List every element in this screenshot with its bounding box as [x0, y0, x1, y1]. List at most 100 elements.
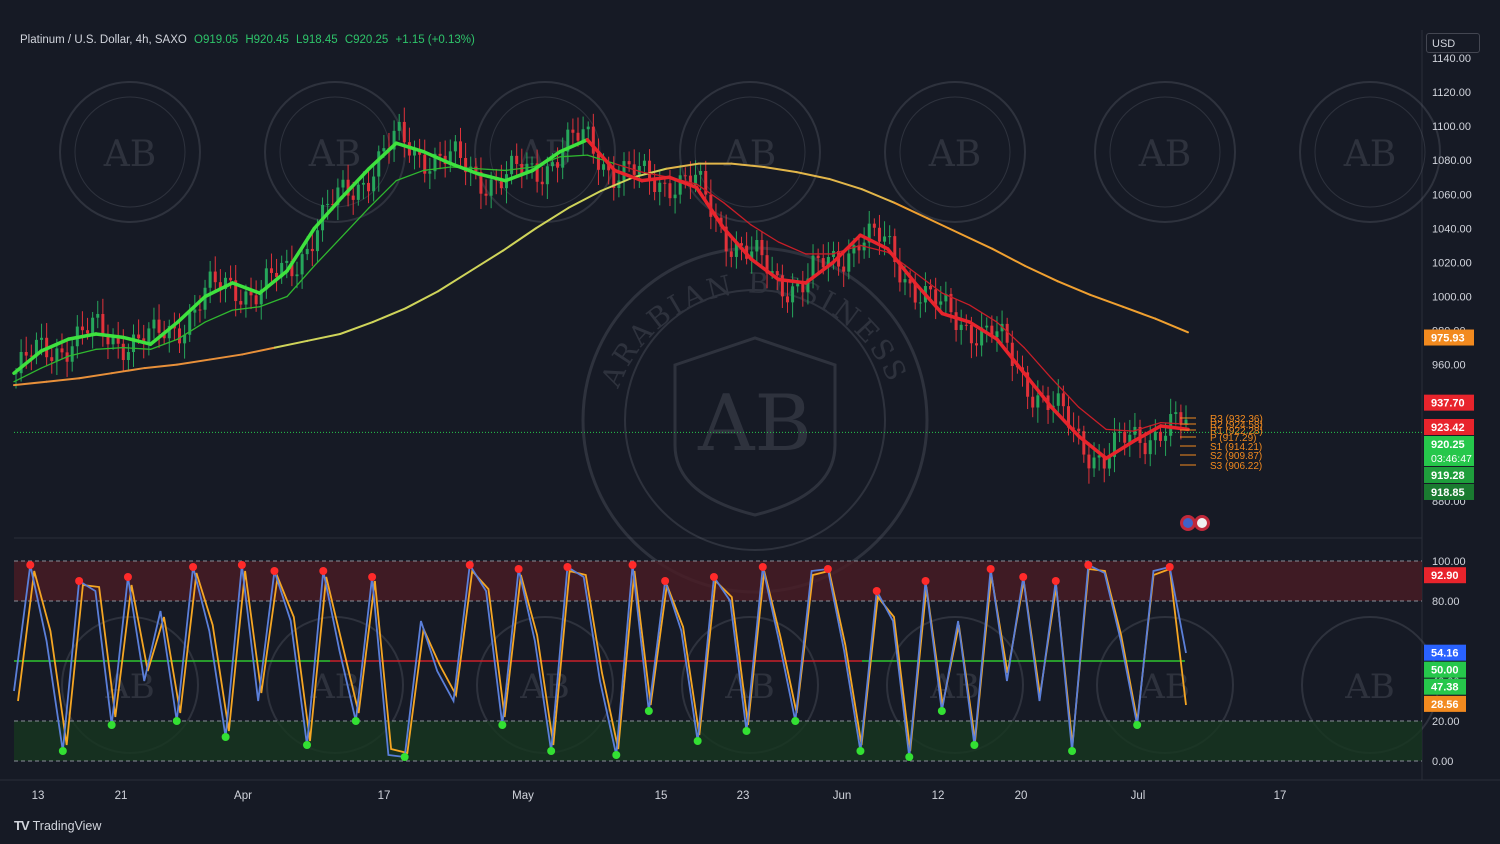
mid-ma-segment	[750, 224, 780, 243]
watermark-ring	[679, 81, 821, 223]
candle-body	[1169, 414, 1173, 436]
candle-body	[571, 129, 575, 133]
time-tick-label: 20	[1015, 790, 1028, 802]
candle-body	[453, 141, 457, 152]
stoch-buy-dot	[498, 721, 507, 729]
currency-button[interactable]: USD	[1426, 33, 1480, 53]
mid-ma-segment	[586, 154, 616, 165]
slow-ma-segment	[893, 201, 929, 220]
fast-ma-segment	[585, 138, 617, 173]
candle-body	[121, 343, 125, 361]
watermark-mark: AB	[1138, 134, 1191, 175]
candle-body	[448, 151, 452, 165]
candle-body	[990, 325, 994, 338]
pivot-label: R1 (922.28)	[1210, 426, 1263, 437]
stoch-buy-dot	[644, 707, 653, 715]
candle-body	[1026, 372, 1030, 397]
candle-body	[310, 248, 314, 252]
time-tick-label: 21	[115, 790, 128, 802]
candle-body	[1010, 342, 1014, 366]
candle-body	[315, 230, 319, 252]
price-tick-label: 1060.00	[1432, 189, 1472, 201]
candle-body	[152, 319, 156, 329]
oversold-zone	[14, 721, 1422, 761]
candle-body	[1061, 393, 1065, 407]
price-label-box	[1424, 466, 1474, 483]
watermark-ring-inner	[1314, 96, 1426, 208]
tradingview-brand[interactable]: TV TradingView	[14, 818, 101, 833]
candle-body	[106, 335, 110, 345]
fast-ma-segment	[558, 138, 590, 154]
candle-body	[29, 355, 33, 357]
fast-ma-segment	[831, 233, 863, 265]
stoch-sell-dot	[1165, 563, 1174, 571]
candle-body	[1158, 431, 1162, 441]
candle-body	[346, 179, 350, 196]
stoch-sell-dot	[465, 561, 474, 569]
candle-body	[581, 129, 585, 141]
price-tick-label: 1100.00	[1432, 121, 1471, 133]
fast-ma-segment	[749, 257, 781, 282]
candle-body	[259, 289, 263, 305]
price-label-text: 937.70	[1431, 398, 1465, 410]
mid-ma-segment	[231, 306, 261, 311]
stoch-label-text: 28.56	[1431, 699, 1459, 711]
candle-body	[888, 236, 892, 238]
price-tick-label: 1080.00	[1432, 155, 1472, 167]
slow-ma-segment	[860, 188, 896, 204]
stoch-tick-label: 100.00	[1432, 556, 1466, 568]
mid-ma-segment	[95, 346, 124, 350]
time-tick-label: 12	[932, 790, 945, 802]
candle-body	[709, 194, 713, 217]
slow-ma-segment	[208, 353, 244, 361]
fast-ma-segment	[394, 141, 426, 154]
candle-body	[275, 272, 279, 278]
fast-ma-segment	[367, 141, 398, 171]
slow-ma-segment	[273, 339, 309, 349]
mid-ma-segment	[1050, 377, 1080, 408]
stoch-buy-dot	[1068, 747, 1077, 755]
brand-label: TradingView	[32, 818, 102, 833]
candle-body	[290, 260, 294, 277]
candle-body	[157, 319, 161, 333]
watermark-ring	[264, 81, 406, 223]
candle-body	[918, 302, 922, 304]
candle-body	[172, 325, 176, 329]
candle-body	[96, 313, 100, 318]
candle-body	[147, 328, 151, 344]
candle-body	[550, 162, 554, 167]
fast-ma-segment	[776, 277, 808, 285]
candle-body	[954, 312, 958, 331]
candle-body	[688, 175, 692, 186]
candle-body	[586, 126, 590, 130]
candle-body	[285, 260, 289, 263]
fast-ma-segment	[913, 281, 945, 316]
price-axis: 1140.00 1120.00 1100.00 1080.00 1060.00 1040.…	[1424, 53, 1474, 768]
candle-body	[658, 182, 662, 193]
candle-body	[796, 283, 800, 287]
candle-body	[760, 239, 764, 256]
candle-body	[525, 163, 529, 174]
pivot-label: R3 (932.36)	[1210, 414, 1263, 425]
candle-body	[341, 179, 345, 188]
candle-body	[944, 293, 948, 302]
high-value: H920.45	[245, 34, 289, 46]
tradingview-logo-icon: TV	[14, 818, 30, 833]
stoch-buy-dot	[172, 717, 181, 725]
us-event-flag-icon	[1197, 518, 1207, 528]
candle-body	[1097, 455, 1101, 458]
candle-body	[949, 293, 953, 313]
watermark-ring-inner	[694, 96, 806, 208]
stoch-label-text: 50.00	[1431, 665, 1459, 677]
slow-ma-segment	[795, 171, 831, 180]
stoch-buy-dot	[742, 727, 751, 735]
watermark-mark: AB	[1343, 134, 1396, 175]
fast-ma-segment	[694, 185, 726, 231]
candle-body	[704, 170, 708, 195]
price-tick-label: 1140.00	[1432, 53, 1471, 65]
price-label-text: 920.25	[1431, 439, 1465, 451]
mid-ma-segment	[340, 207, 370, 238]
slow-ma-segment	[306, 333, 342, 342]
candle-body	[673, 194, 677, 199]
